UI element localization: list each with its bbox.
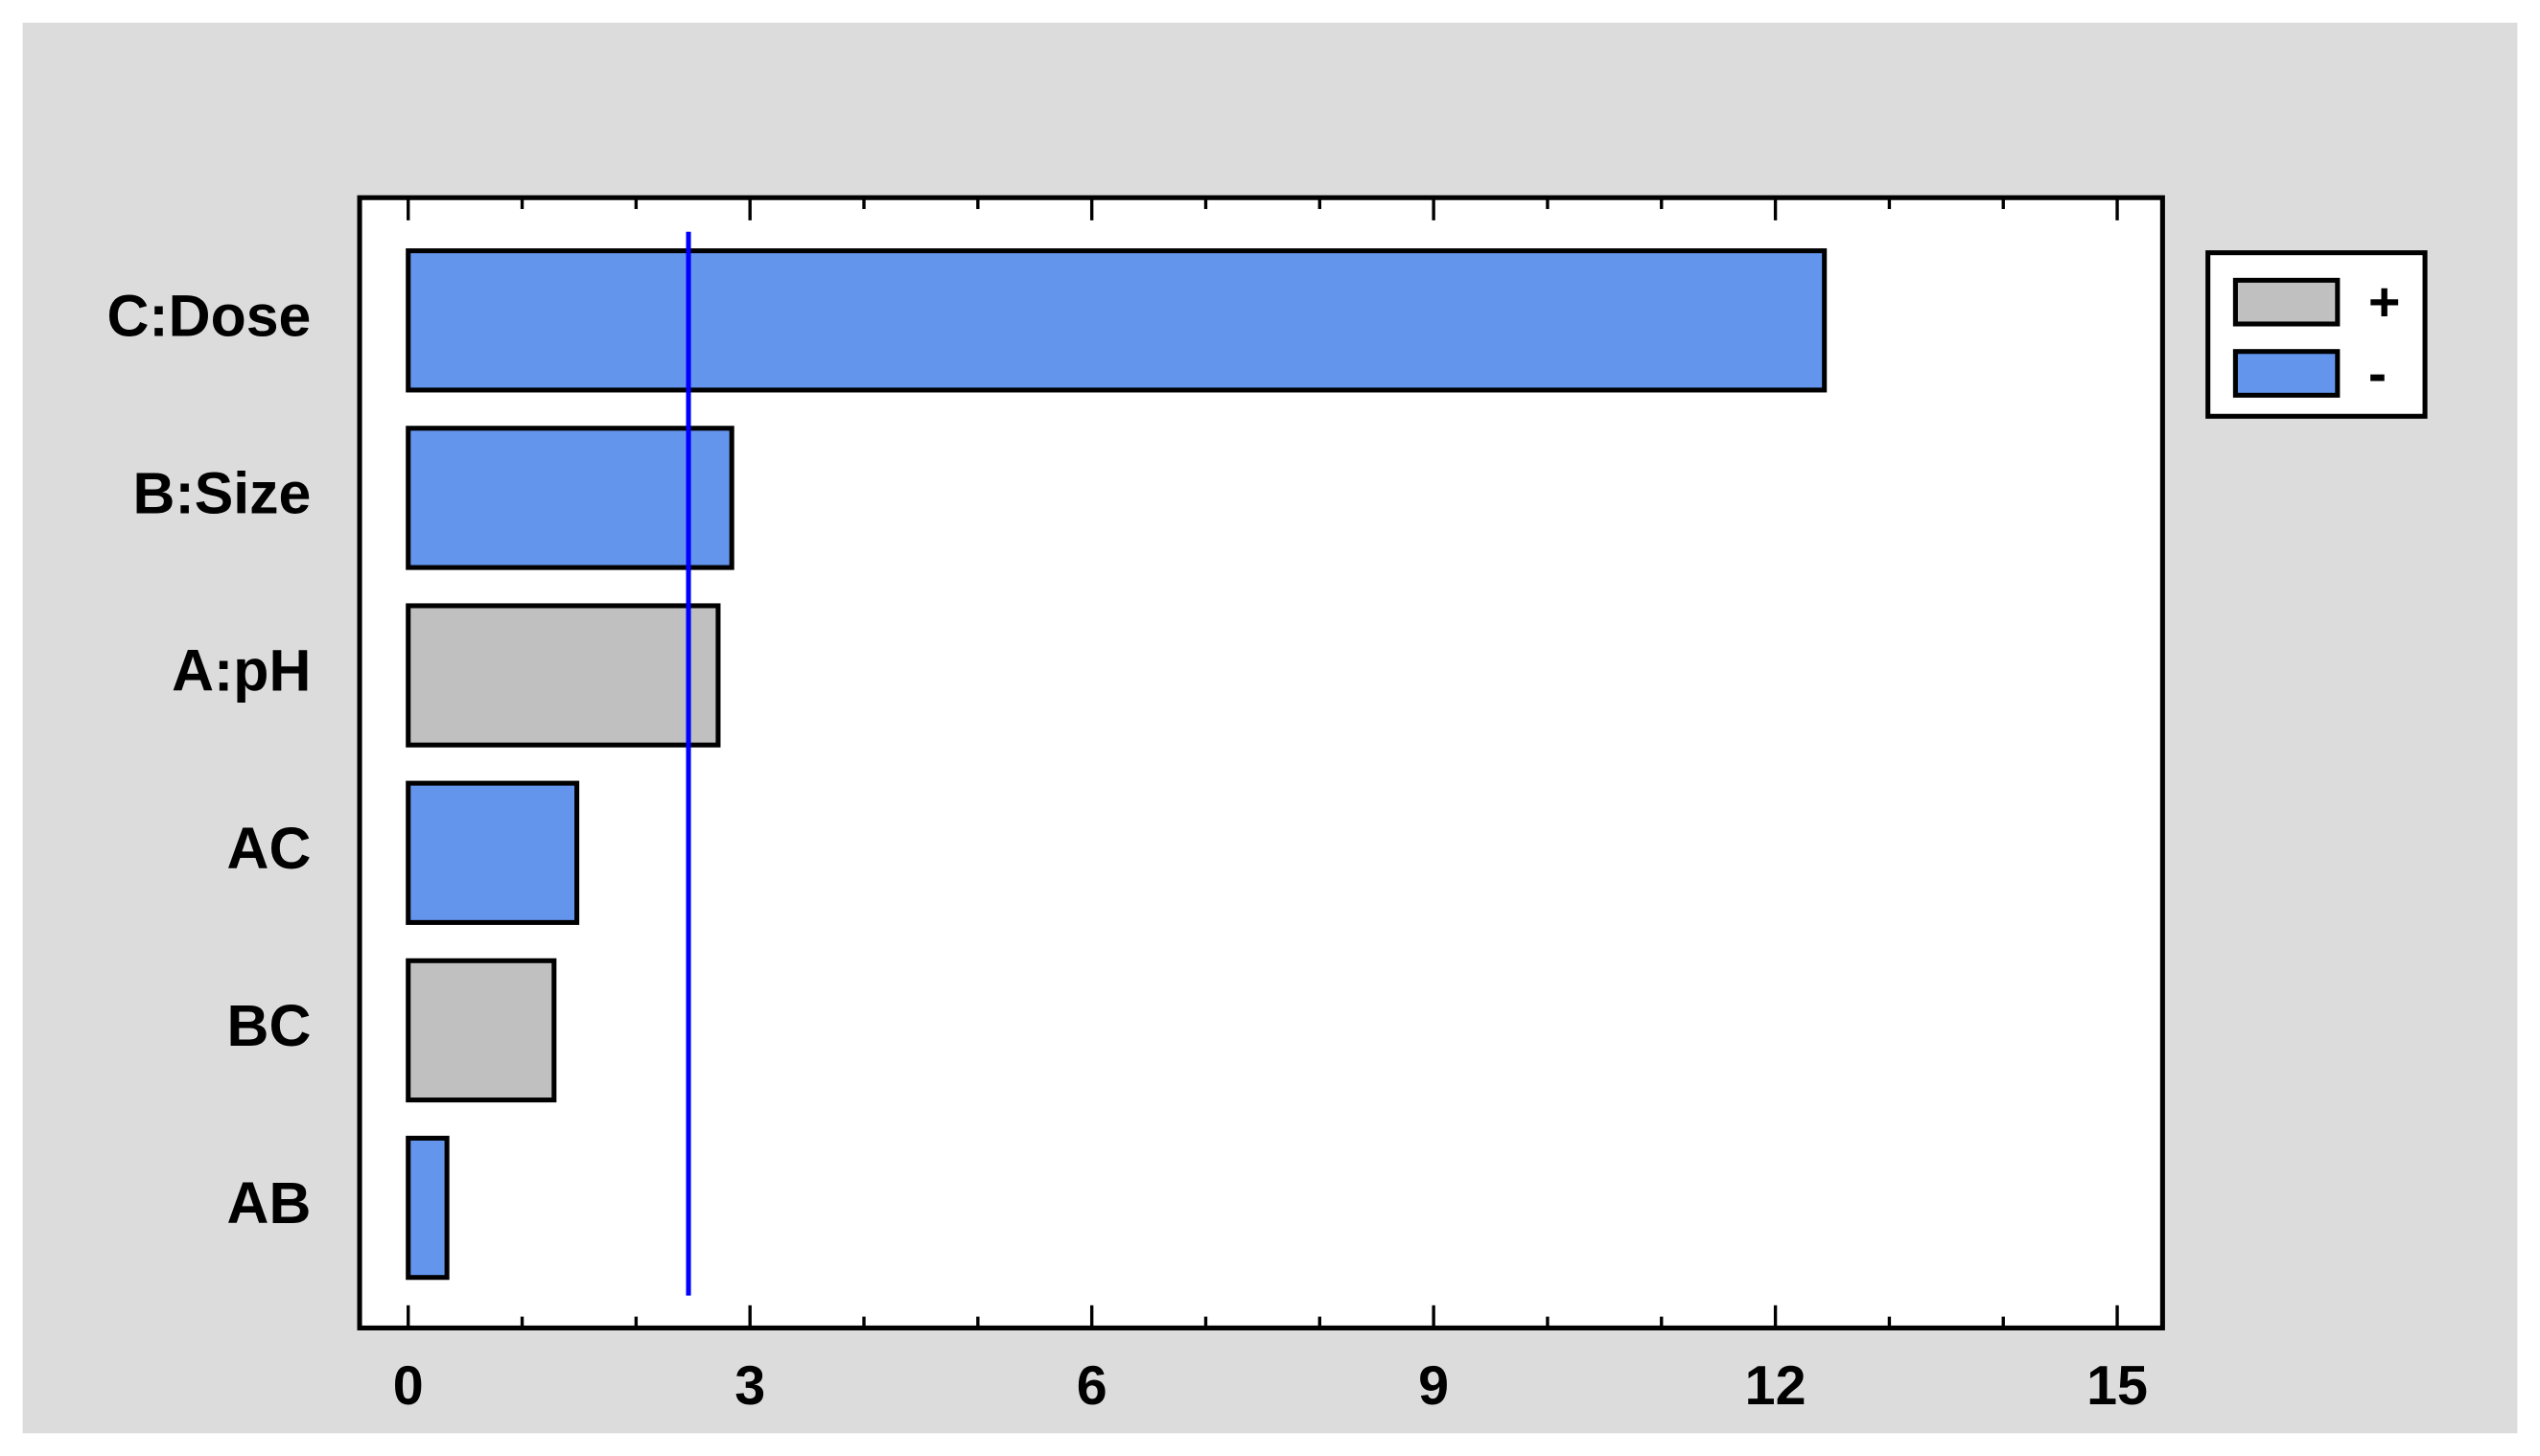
bar [406, 248, 1828, 393]
legend-swatch [2232, 277, 2341, 327]
legend-label: - [2368, 343, 2387, 404]
x-tick-label: 12 [1745, 1355, 1806, 1417]
bar [406, 780, 580, 925]
bar [406, 958, 557, 1103]
legend-label: + [2368, 272, 2401, 334]
y-tick-label: C:Dose [107, 283, 312, 348]
x-tick-label: 6 [1077, 1355, 1107, 1417]
bar [406, 1135, 450, 1281]
y-tick-label: A:pH [172, 638, 311, 704]
x-tick-label: 0 [393, 1355, 424, 1417]
bar [406, 603, 721, 748]
y-tick-label: BC [227, 993, 312, 1058]
bar [406, 426, 734, 570]
y-tick-label: AC [227, 816, 312, 881]
x-tick-label: 15 [2086, 1355, 2148, 1417]
x-tick-label: 9 [1418, 1355, 1449, 1417]
y-tick-label: AB [227, 1170, 312, 1236]
y-tick-label: B:Size [133, 460, 312, 525]
legend-swatch [2232, 349, 2341, 398]
x-tick-label: 3 [734, 1355, 765, 1417]
